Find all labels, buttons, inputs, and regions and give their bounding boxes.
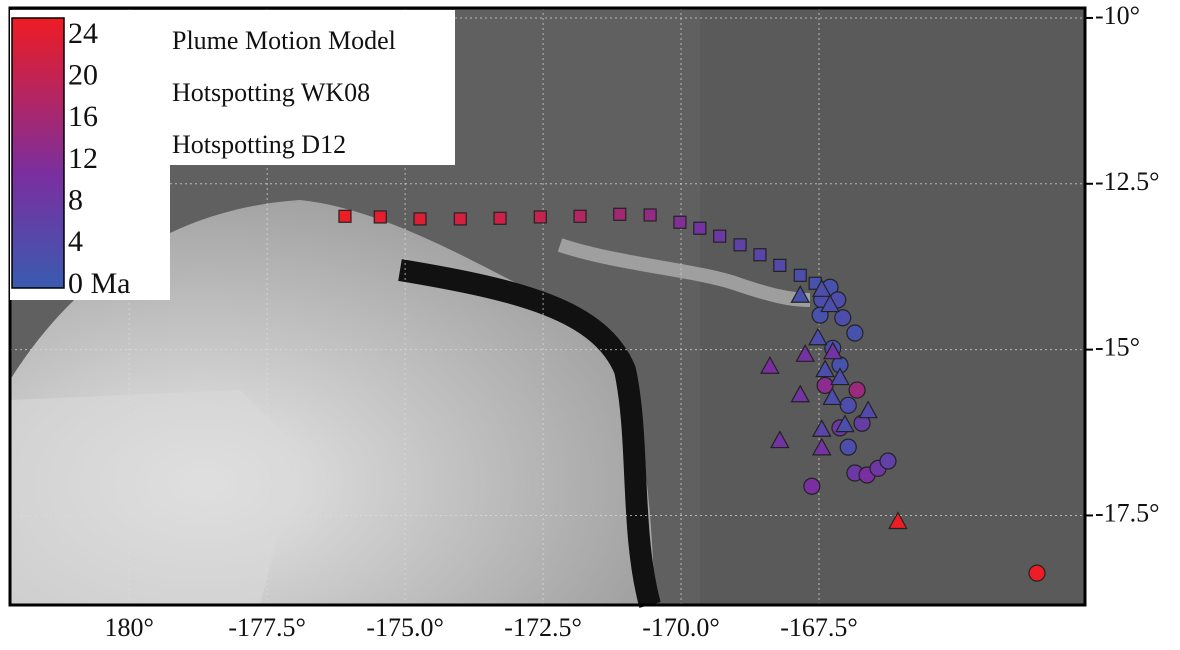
circle-marker — [880, 453, 896, 469]
square-marker — [674, 216, 686, 228]
y-tick-label: -15° — [1095, 333, 1140, 362]
square-marker — [774, 259, 786, 271]
legend-label: Plume Motion Model — [172, 26, 396, 55]
square-marker — [644, 209, 656, 221]
square-marker — [794, 269, 806, 281]
y-tick-label: -17.5° — [1095, 498, 1160, 527]
colorbar-label: 20 — [68, 59, 98, 92]
square-marker — [574, 210, 586, 222]
square-marker — [339, 210, 351, 222]
square-marker — [734, 239, 746, 251]
y-tick-label: -12.5° — [1095, 167, 1160, 196]
colorbar-label: 12 — [68, 142, 98, 175]
circle-marker — [847, 325, 863, 341]
square-marker — [534, 211, 546, 223]
colorbar — [12, 18, 64, 288]
x-tick-label: -177.5° — [228, 613, 306, 642]
y-tick-label: -10° — [1095, 1, 1140, 30]
square-marker — [494, 212, 506, 224]
legend-label: Hotspotting D12 — [172, 130, 346, 159]
x-tick-label: -170.0° — [642, 613, 720, 642]
colorbar-label: 16 — [68, 100, 98, 133]
legend-label: Hotspotting WK08 — [172, 78, 370, 107]
circle-marker — [849, 382, 865, 398]
circle-marker — [835, 310, 851, 326]
circle-marker — [1029, 565, 1045, 581]
x-tick-label: -172.5° — [504, 613, 582, 642]
square-marker — [754, 249, 766, 261]
x-tick-label: -167.5° — [780, 613, 858, 642]
square-marker — [414, 213, 426, 225]
square-marker — [374, 211, 386, 223]
circle-marker — [840, 439, 856, 455]
colorbar-label: 4 — [68, 225, 83, 258]
x-tick-label: 180° — [104, 613, 153, 642]
circle-marker — [804, 478, 820, 494]
colorbar-label: 8 — [68, 184, 83, 217]
square-marker — [694, 222, 706, 234]
colorbar-label: 0 Ma — [68, 267, 131, 300]
square-marker — [454, 213, 466, 225]
x-tick-label: -175.0° — [366, 613, 444, 642]
circle-marker — [840, 397, 856, 413]
square-marker — [714, 230, 726, 242]
map-figure: Plume Motion Model Hotspotting WK08 Hotspo… — [0, 0, 1180, 645]
square-marker — [614, 208, 626, 220]
colorbar-label: 24 — [68, 17, 98, 50]
